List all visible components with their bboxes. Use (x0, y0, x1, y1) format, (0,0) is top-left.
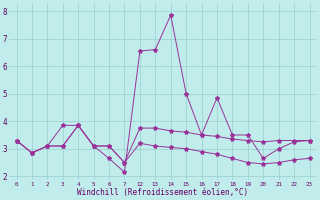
X-axis label: Windchill (Refroidissement éolien,°C): Windchill (Refroidissement éolien,°C) (77, 188, 249, 197)
